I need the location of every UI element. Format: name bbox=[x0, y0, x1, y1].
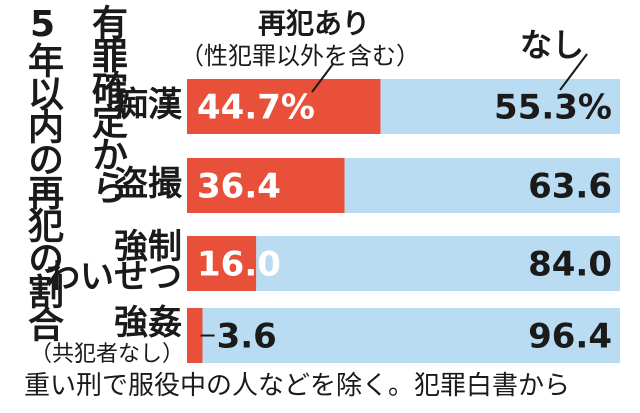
category-label-goukan: 強姦 bbox=[114, 303, 182, 343]
category-label-chikan: 痴漢 bbox=[114, 85, 182, 125]
chart-title-line-1: 有罪確定から bbox=[86, 4, 127, 202]
legend-recidivism-label: 再犯あり bbox=[258, 7, 371, 40]
value-label-none-3: 96.4 bbox=[528, 317, 612, 357]
bar-none-1 bbox=[344, 158, 620, 213]
chart-title: 有罪確定から 5年以内の再犯の割合 bbox=[14, 4, 134, 340]
category-label-tousatsu: 盗撮 bbox=[114, 164, 182, 204]
value-label-none-2: 84.0 bbox=[528, 245, 612, 285]
category-label-kyousei-line1: 強制 bbox=[114, 227, 182, 267]
footnote: 重い刑で服役中の人などを除く。犯罪白書から bbox=[24, 371, 571, 401]
value-label-recidivism-1: 36.4 bbox=[197, 167, 281, 207]
value-label-none-0: 55.3% bbox=[494, 88, 612, 128]
value-label-recidivism-0: 44.7% bbox=[197, 88, 315, 128]
legend-pointer-none bbox=[559, 53, 588, 91]
bar-none-2 bbox=[256, 236, 620, 291]
bar-recidivism-1 bbox=[187, 158, 345, 213]
chart-title-line-2: 5年以内の再犯の割合 bbox=[22, 4, 63, 339]
bar-recidivism-0 bbox=[187, 79, 381, 134]
bar-recidivism-3 bbox=[187, 308, 203, 363]
legend-recidivism-note: （性犯罪以外を含む） bbox=[180, 42, 420, 70]
value-label-recidivism-2: 16.0 bbox=[197, 245, 281, 285]
category-note-goukan: （共犯者なし） bbox=[30, 342, 185, 367]
bar-none-0 bbox=[380, 79, 620, 134]
bar-none-3 bbox=[202, 308, 620, 363]
value-label-recidivism-3: 3.6 bbox=[217, 317, 277, 357]
legend-none-label: なし bbox=[520, 26, 585, 64]
bar-recidivism-2 bbox=[187, 236, 257, 291]
legend-pointer-recidivism bbox=[311, 63, 334, 93]
value-label-none-1: 63.6 bbox=[528, 167, 612, 207]
category-label-kyousei-line2: わいせつ bbox=[46, 257, 182, 297]
